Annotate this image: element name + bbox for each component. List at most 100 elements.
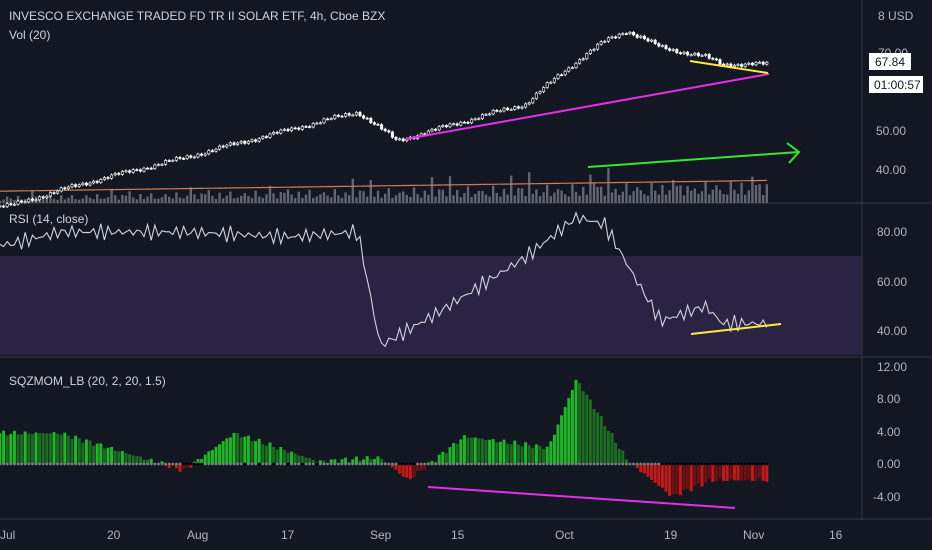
candle-body xyxy=(203,153,207,156)
sqz-bar xyxy=(92,445,96,464)
sqz-bar xyxy=(470,437,474,464)
time-axis[interactable]: Jul 20 Aug 17 Sep 15 Oct 19 Nov 16 xyxy=(0,528,843,542)
volume-bar xyxy=(718,189,722,203)
candle-body xyxy=(365,117,369,120)
candle-body xyxy=(621,33,625,35)
sqz-pane-title: SQZMOM_LB (20, 2, 20, 1.5) xyxy=(9,374,166,388)
volume-bar xyxy=(265,194,268,203)
volume-bar xyxy=(229,191,232,203)
volume-ma-line xyxy=(0,179,767,192)
candle-body xyxy=(257,138,261,142)
candle-body xyxy=(466,121,470,124)
sqz-bar xyxy=(513,440,517,464)
candle-body xyxy=(131,169,135,173)
price-uptrend-line[interactable] xyxy=(405,73,770,140)
volume-bar xyxy=(459,197,462,203)
candle-body xyxy=(189,155,193,158)
volume-bar xyxy=(578,195,581,203)
volume-bar xyxy=(711,189,714,203)
sqz-bar xyxy=(380,458,384,464)
candle-body xyxy=(671,49,675,51)
volume-bar xyxy=(416,194,419,203)
candle-body xyxy=(700,55,704,57)
sqz-bar xyxy=(567,398,571,464)
volume-bar xyxy=(704,181,707,203)
rsi-pane-title: RSI (14, close) xyxy=(9,212,88,226)
volume-trend-line[interactable] xyxy=(587,151,800,168)
candle-body xyxy=(740,64,744,67)
volume-bar xyxy=(283,192,286,203)
volume-bar xyxy=(445,196,448,203)
sqz-bar xyxy=(333,459,337,464)
candle-body xyxy=(228,142,232,146)
candle-body xyxy=(16,200,20,205)
candle-body xyxy=(279,129,283,134)
sqz-bar xyxy=(228,437,232,464)
volume-bar xyxy=(592,183,596,203)
volume-label: Vol (20) xyxy=(9,28,50,42)
volume-bar xyxy=(700,191,704,203)
volume-bar xyxy=(243,193,246,203)
volume-bar xyxy=(553,192,556,203)
candle-body xyxy=(387,130,391,133)
sqz-bar xyxy=(588,399,592,464)
sqz-down-trend-line[interactable] xyxy=(427,486,736,509)
sqz-bar xyxy=(84,439,88,464)
candle-body xyxy=(261,136,265,139)
sqz-bar xyxy=(41,433,45,464)
volume-trend-arrow[interactable] xyxy=(587,142,801,168)
candle-body xyxy=(506,107,510,110)
sqz-bar xyxy=(113,450,117,464)
sqz-bar xyxy=(491,439,495,464)
sqz-bar xyxy=(275,449,279,464)
volume-bar xyxy=(668,190,671,203)
candle-body xyxy=(686,51,690,56)
sqz-bar xyxy=(146,459,150,464)
sqz-bar xyxy=(498,441,502,464)
sqz-bar xyxy=(549,441,553,464)
sqz-bar xyxy=(621,450,625,464)
sqz-bar xyxy=(178,464,182,472)
volume-bar xyxy=(499,196,502,203)
candle-body xyxy=(110,174,114,179)
sqz-bar xyxy=(736,464,740,481)
sqz-bar xyxy=(56,433,60,464)
volume-bar xyxy=(535,189,538,203)
candle-body xyxy=(549,81,553,84)
volume-bar xyxy=(564,194,567,203)
volume-bar xyxy=(276,198,279,203)
sqz-bar xyxy=(304,457,308,464)
candle-body xyxy=(596,43,600,50)
volume-bar xyxy=(160,197,164,203)
time-tick-oct: Oct xyxy=(555,528,574,542)
sqz-bar xyxy=(416,464,420,471)
sqz-bar xyxy=(110,446,114,464)
time-tick-17: 17 xyxy=(281,528,295,542)
candle-body xyxy=(614,36,618,39)
volume-bar xyxy=(430,177,434,203)
volume-bar xyxy=(693,188,696,203)
volume-bar xyxy=(441,189,444,203)
volume-bar xyxy=(81,198,84,203)
sqz-bar xyxy=(185,464,189,468)
volume-bar xyxy=(200,193,203,203)
candle-body xyxy=(354,112,358,116)
volume-bar xyxy=(60,195,63,203)
sqz-bar xyxy=(682,464,686,491)
price-lower-trend-line[interactable] xyxy=(689,60,769,74)
rsi-support-line[interactable] xyxy=(690,323,782,335)
sqz-bar xyxy=(678,464,682,496)
volume-bar xyxy=(56,199,59,203)
volume-bar xyxy=(765,184,768,203)
volume-bar xyxy=(708,194,711,203)
volume-bar xyxy=(376,190,380,203)
volume-bar xyxy=(268,185,272,203)
volume-bar xyxy=(272,193,275,203)
candle-body xyxy=(650,39,654,42)
candle-body xyxy=(5,203,9,207)
currency-label: 8 USD xyxy=(878,9,914,23)
volume-bar xyxy=(124,195,128,203)
candle-body xyxy=(509,109,513,111)
volume-bar xyxy=(16,195,20,203)
